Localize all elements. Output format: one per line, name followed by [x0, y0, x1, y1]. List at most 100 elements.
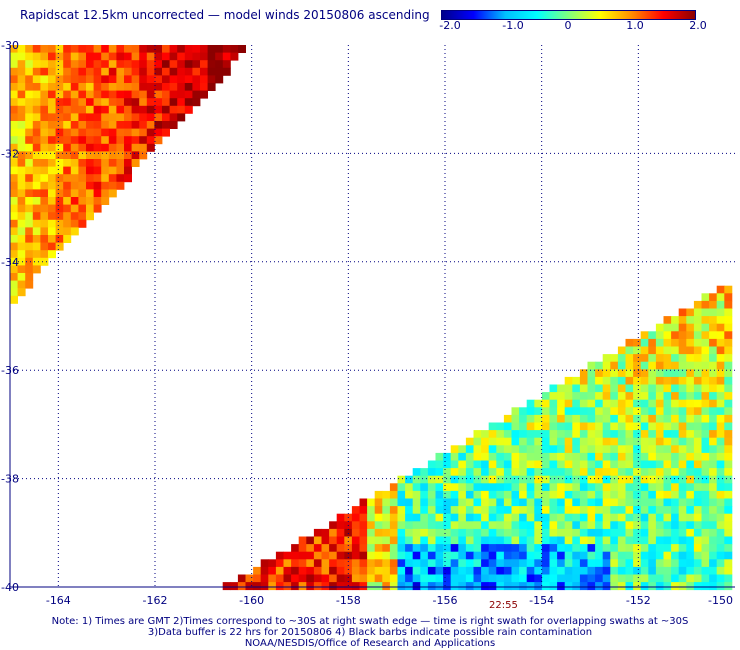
swath-cell	[534, 574, 543, 583]
swath-cell	[169, 52, 178, 61]
swath-cell	[709, 483, 718, 492]
swath-cell	[541, 392, 550, 401]
swath-cell	[48, 159, 56, 167]
swath-cell	[534, 483, 543, 492]
swath-cell	[678, 574, 687, 583]
swath-cell	[595, 437, 604, 446]
swath-cell	[55, 166, 64, 175]
swath-cell	[63, 235, 72, 243]
swath-cell	[686, 468, 695, 477]
swath-cell	[587, 376, 596, 385]
swath-cell	[724, 452, 733, 461]
lon-tick-label: -150	[708, 594, 733, 607]
swath-cell	[648, 559, 657, 568]
swath-cell	[549, 566, 558, 575]
swath-cell	[116, 181, 125, 190]
swath-cell	[519, 437, 528, 446]
swath-cell	[709, 384, 718, 393]
swath-cell	[686, 559, 695, 568]
swath-cell	[481, 566, 490, 575]
swath-cell	[526, 468, 535, 477]
swath-cell	[465, 521, 474, 530]
swath-cell	[275, 551, 284, 560]
swath-cell	[519, 506, 528, 515]
swath-cell	[724, 392, 733, 401]
swath-cell	[389, 483, 398, 492]
swath-cell	[701, 430, 710, 439]
swath-cell	[610, 551, 619, 560]
swath-cell	[177, 45, 186, 53]
swath-cell	[86, 98, 94, 107]
swath-cell	[63, 151, 72, 160]
swath-cell	[306, 574, 315, 583]
swath-cell	[116, 83, 125, 91]
swath-cell	[131, 60, 140, 69]
swath-cell	[488, 452, 497, 461]
swath-cell	[108, 67, 117, 76]
swath-cell	[587, 483, 596, 492]
swath-cell	[519, 422, 528, 431]
swath-cell	[374, 506, 383, 515]
swath-cell	[351, 528, 360, 537]
swath-cell	[602, 399, 611, 408]
swath-cell	[63, 67, 72, 76]
swath-cell	[519, 414, 528, 423]
swath-cell	[716, 430, 725, 439]
swath-cell	[344, 551, 353, 560]
swath-cell	[146, 60, 155, 69]
swath-cell	[511, 445, 520, 454]
swath-cell	[367, 513, 376, 522]
swath-cell	[63, 212, 72, 221]
swath-cell	[86, 189, 94, 198]
swath-cell	[716, 293, 725, 302]
swath-cell	[108, 113, 117, 122]
swath-cell	[78, 204, 87, 213]
swath-cell	[306, 566, 315, 575]
swath-cell	[587, 513, 596, 522]
swath-cell	[564, 498, 573, 507]
swath-cell	[488, 506, 497, 515]
swath-cell	[321, 544, 330, 553]
swath-cell	[534, 544, 543, 553]
swath-cell	[116, 52, 125, 61]
swath-cell	[313, 536, 322, 545]
swath-cell	[701, 445, 710, 454]
swath-cell	[648, 498, 657, 507]
swath-cell	[458, 544, 467, 553]
swath-cell	[465, 483, 474, 492]
swath-cell	[716, 300, 725, 309]
swath-cell	[709, 506, 718, 515]
swath-cell	[473, 430, 482, 439]
swath-cell	[617, 582, 626, 591]
swath-cell	[10, 143, 18, 152]
swath-cell	[450, 460, 459, 469]
swath-cell	[671, 574, 680, 583]
swath-cell	[610, 559, 619, 568]
swath-cell	[207, 45, 216, 53]
swath-cell	[587, 582, 596, 591]
swath-cell	[465, 566, 474, 575]
swath-cell	[579, 498, 588, 507]
swath-cell	[617, 528, 626, 537]
swath-cell	[405, 521, 414, 530]
swath-cell	[549, 551, 558, 560]
swath-cell	[693, 490, 702, 499]
swath-cell	[579, 490, 588, 499]
swath-cell	[78, 75, 87, 84]
swath-cell	[200, 45, 208, 53]
swath-cell	[32, 143, 41, 152]
swath-cell	[63, 105, 72, 114]
swath-cell	[382, 544, 391, 553]
swath-cell	[693, 468, 702, 477]
swath-cell	[101, 174, 110, 183]
swath-cell	[443, 536, 452, 545]
swath-cell	[162, 45, 170, 53]
swath-cell	[602, 452, 611, 461]
swath-cell	[640, 437, 649, 446]
swath-cell	[716, 354, 725, 363]
swath-cell	[724, 437, 733, 446]
swath-cell	[86, 113, 94, 122]
swath-cell	[617, 445, 626, 454]
swath-cell	[655, 566, 664, 575]
swath-cell	[678, 506, 687, 515]
